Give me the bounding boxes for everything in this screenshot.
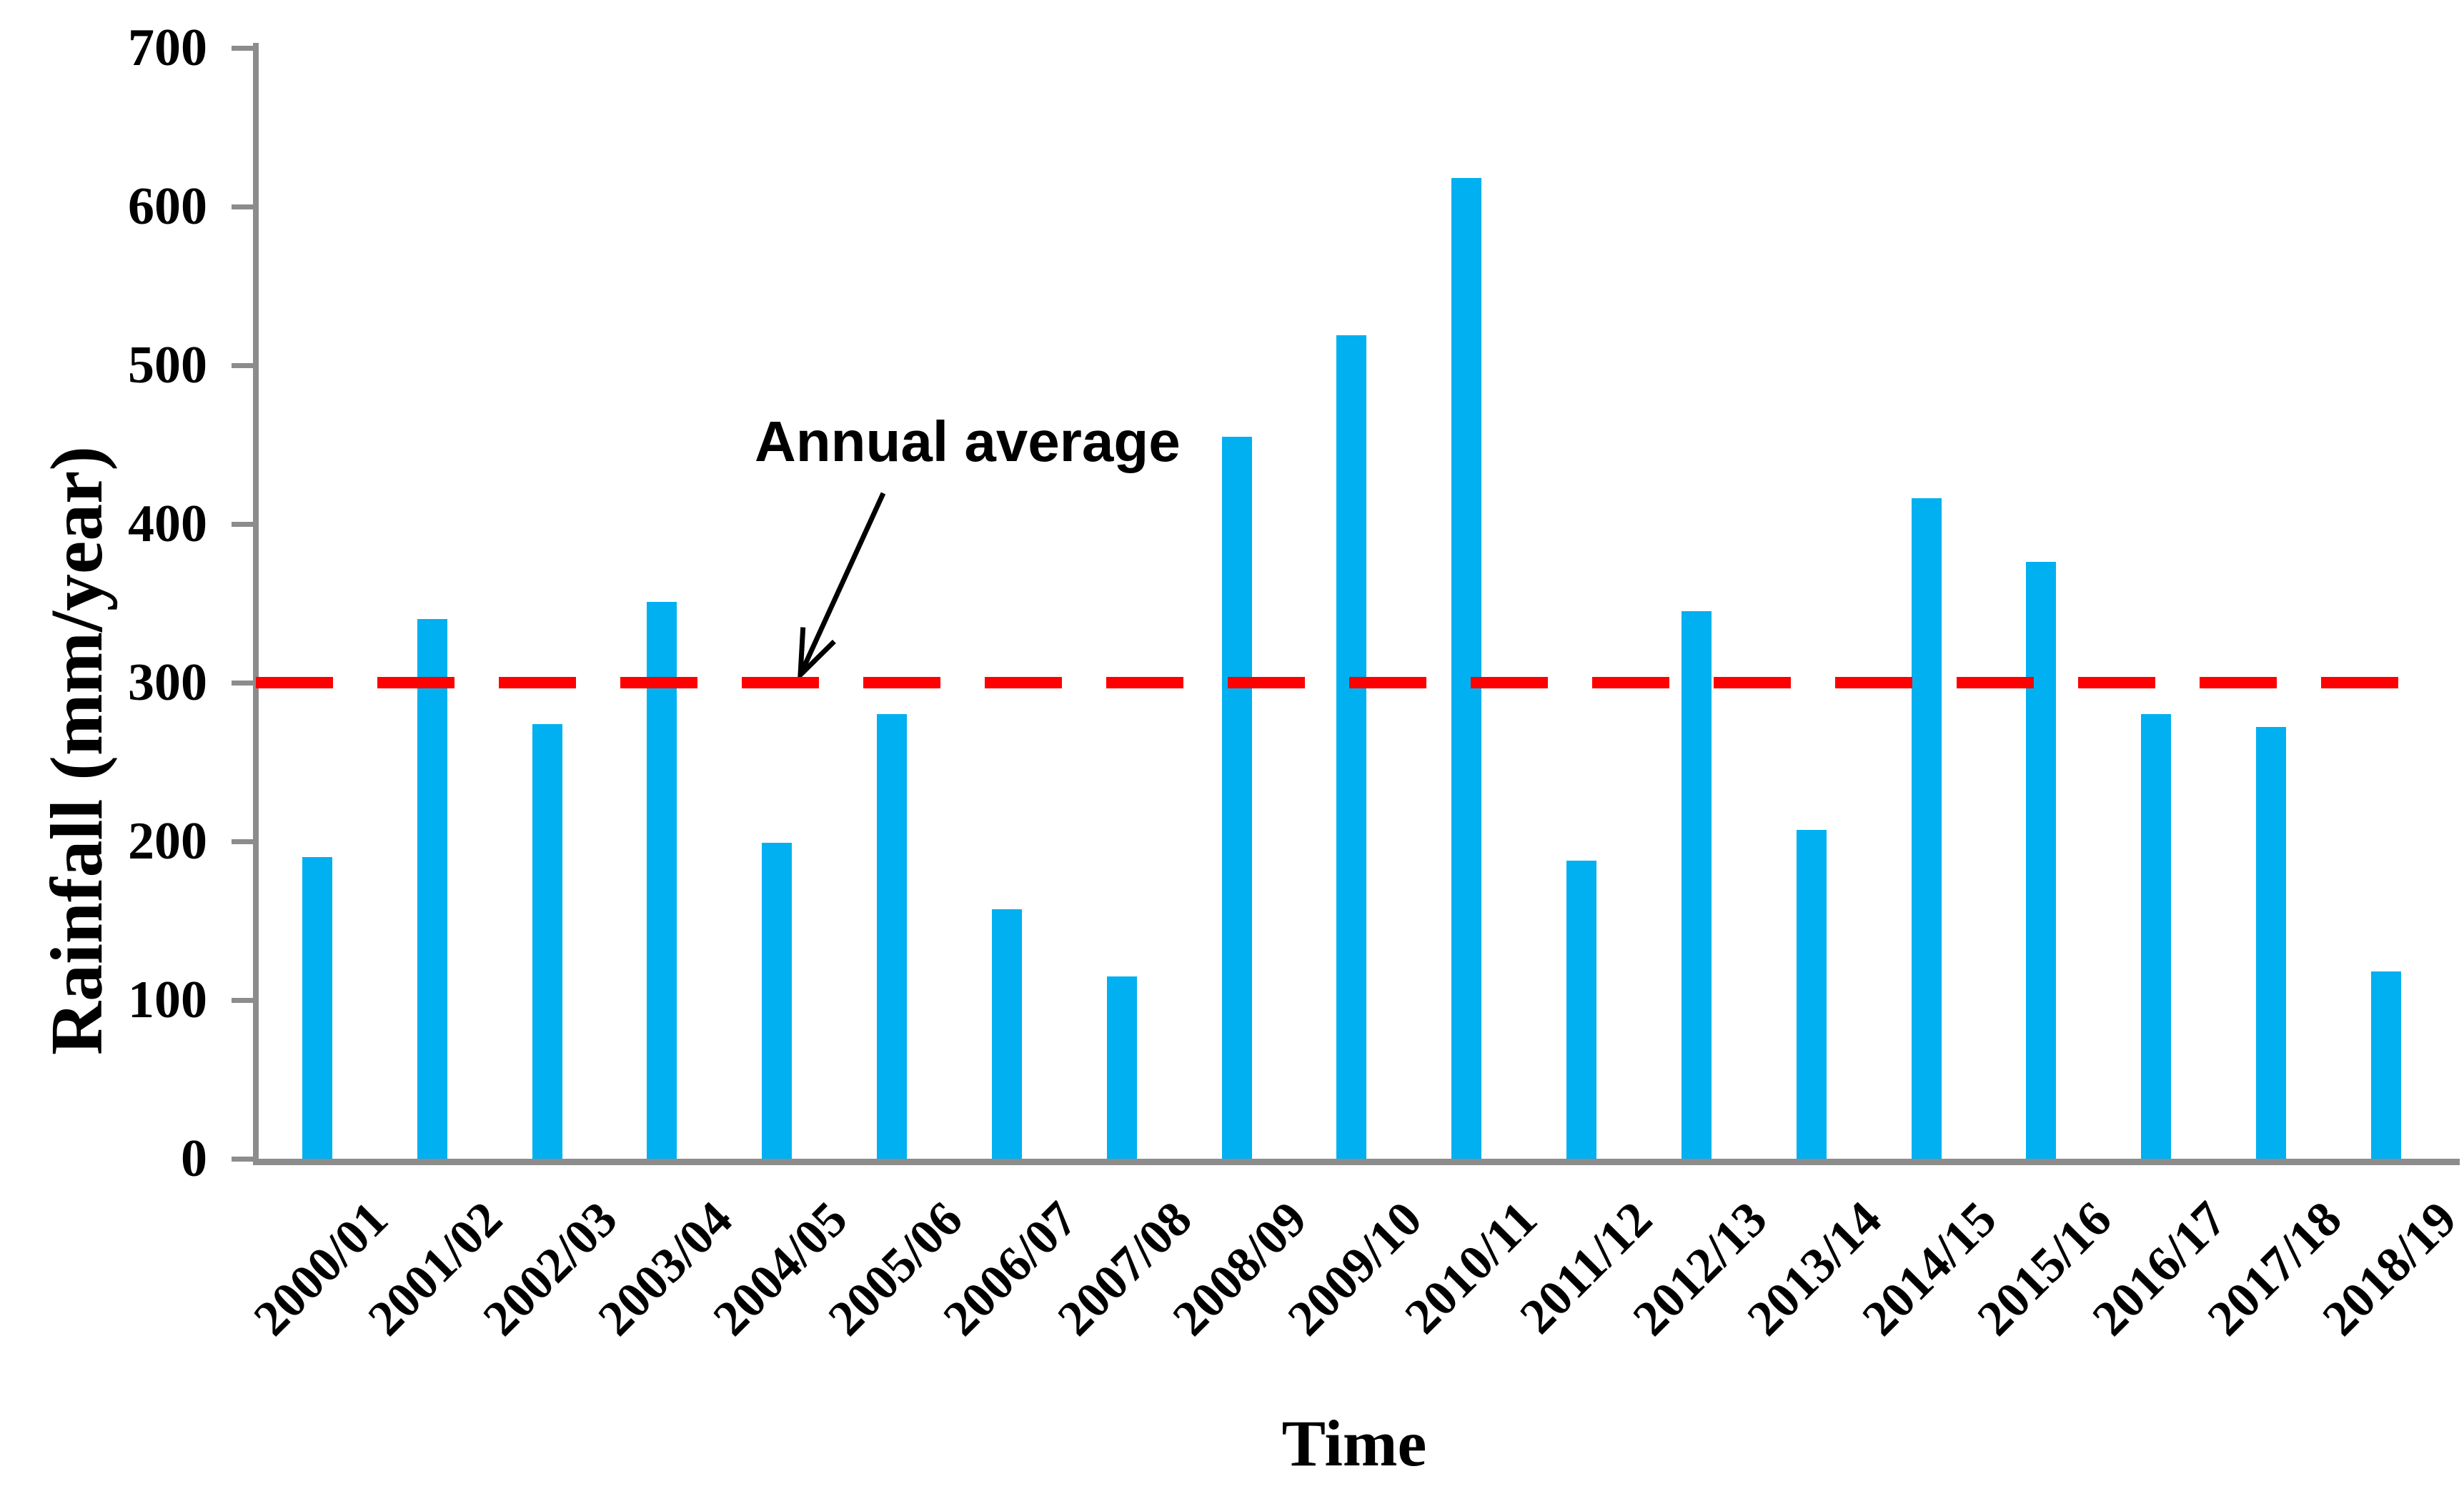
y-axis-line bbox=[253, 43, 259, 1165]
bar-2009-10 bbox=[1336, 335, 1367, 1159]
bar-2007-08 bbox=[1106, 976, 1137, 1159]
bar-2011-12 bbox=[1566, 860, 1597, 1159]
bar-2002-03 bbox=[532, 723, 562, 1159]
bar-2004-05 bbox=[762, 843, 793, 1159]
bar-2000-01 bbox=[302, 857, 332, 1159]
y-tick-0 bbox=[232, 1157, 253, 1162]
y-tick-700 bbox=[232, 46, 253, 51]
bar-2010-11 bbox=[1451, 178, 1482, 1159]
y-tick-600 bbox=[232, 204, 253, 209]
annotation-arrow-icon bbox=[798, 492, 886, 681]
x-axis-title: Time bbox=[1281, 1407, 1427, 1480]
bar-2001-02 bbox=[417, 619, 447, 1159]
bar-2012-13 bbox=[1681, 611, 1712, 1159]
bar-2005-06 bbox=[877, 714, 908, 1159]
y-tick-label-500: 500 bbox=[128, 336, 207, 395]
y-tick-label-400: 400 bbox=[128, 495, 207, 553]
y-tick-label-100: 100 bbox=[128, 971, 207, 1029]
x-label-2010-11: 2010/11 bbox=[1394, 1191, 1548, 1345]
y-tick-label-600: 600 bbox=[128, 177, 207, 236]
bar-2014-15 bbox=[1911, 498, 1942, 1159]
y-tick-100 bbox=[232, 998, 253, 1003]
x-axis-line bbox=[253, 1159, 2460, 1165]
bar-2015-16 bbox=[2026, 562, 2057, 1159]
bar-2016-17 bbox=[2141, 714, 2172, 1159]
y-tick-500 bbox=[232, 363, 253, 368]
y-tick-label-200: 200 bbox=[128, 812, 207, 871]
bar-2018-19 bbox=[2370, 971, 2401, 1159]
bar-2008-09 bbox=[1221, 436, 1252, 1159]
y-tick-300 bbox=[232, 681, 253, 686]
y-tick-label-300: 300 bbox=[128, 653, 207, 712]
average-line-label: Annual average bbox=[755, 410, 1181, 473]
y-tick-label-0: 0 bbox=[181, 1129, 207, 1188]
y-tick-400 bbox=[232, 522, 253, 527]
bar-2017-18 bbox=[2256, 727, 2287, 1159]
bar-2006-07 bbox=[991, 909, 1022, 1159]
bar-2013-14 bbox=[1796, 830, 1827, 1159]
y-tick-label-700: 700 bbox=[128, 19, 207, 77]
bar-2003-04 bbox=[647, 601, 677, 1159]
y-tick-200 bbox=[232, 839, 253, 844]
average-line bbox=[256, 677, 2434, 688]
